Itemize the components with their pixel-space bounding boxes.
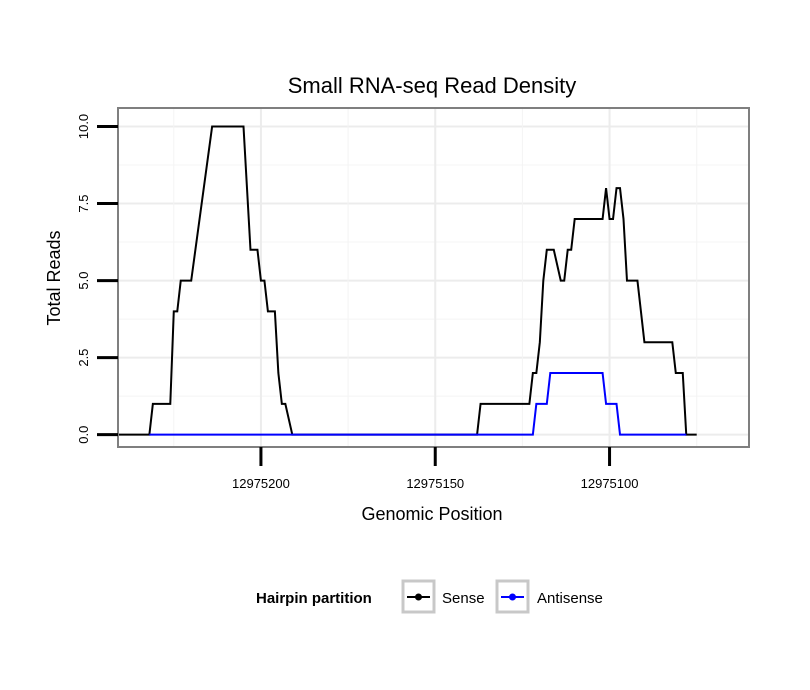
x-axis-title: Genomic Position: [361, 504, 502, 524]
legend-item-antisense: Antisense: [495, 579, 603, 614]
legend-item-sense: Sense: [401, 579, 485, 614]
series-layer: [118, 125, 697, 436]
x-tick-label: 12975200: [232, 476, 290, 491]
y-tick-label: 2.5: [76, 349, 91, 367]
legend-dot-sense: [415, 593, 422, 601]
legend-title: Hairpin partition: [256, 590, 372, 607]
x-tick-label: 12975150: [406, 476, 464, 491]
chart-title: Small RNA-seq Read Density: [288, 73, 577, 98]
plot-background: [118, 108, 749, 447]
legend-label-antisense: Antisense: [537, 590, 603, 607]
y-tick-label: 10.0: [76, 114, 91, 139]
y-axis-title: Total Reads: [44, 230, 64, 325]
y-tick-label: 7.5: [76, 194, 91, 212]
plot-border: [117, 107, 750, 448]
legend: Hairpin partition Sense Antisense: [256, 579, 603, 614]
x-axis: 12975200 12975150 12975100: [232, 447, 638, 491]
y-tick-label: 0.0: [76, 426, 91, 444]
legend-dot-antisense: [509, 593, 516, 601]
legend-label-sense: Sense: [442, 590, 485, 607]
y-axis: 0.0 2.5 5.0 7.5 10.0: [76, 114, 118, 444]
series-line-antisense: [149, 372, 687, 436]
series-line-sense: [118, 125, 697, 436]
x-tick-label: 12975100: [581, 476, 639, 491]
y-tick-label: 5.0: [76, 272, 91, 290]
